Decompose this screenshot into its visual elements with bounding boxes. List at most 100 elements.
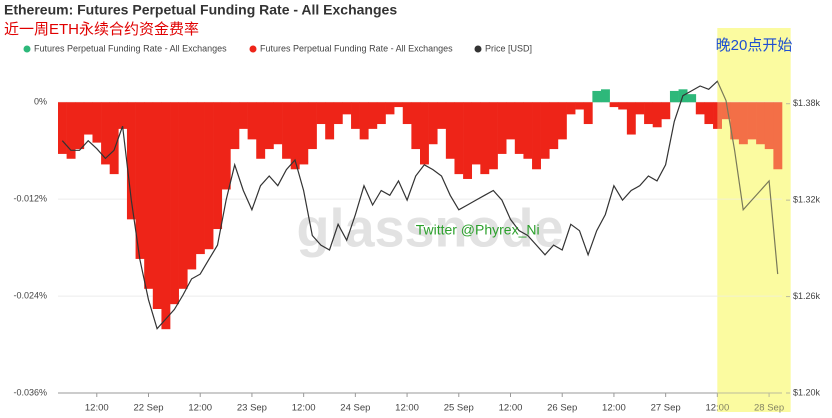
chart-title: Ethereum: Futures Perpetual Funding Rate… <box>4 2 397 18</box>
funding-bar <box>618 102 628 110</box>
y2-tick-label: $1.38k <box>793 98 821 108</box>
funding-bar <box>609 102 619 108</box>
legend-marker <box>249 45 257 53</box>
x-tick-label: 12:00 <box>705 403 729 414</box>
funding-bar <box>747 102 757 140</box>
highlight-band <box>717 28 791 412</box>
x-tick-label: 23 Sep <box>237 403 267 414</box>
funding-bar <box>333 102 343 125</box>
funding-bar <box>178 102 188 289</box>
y-tick-label: -0.012% <box>13 194 47 204</box>
funding-bar <box>411 102 421 150</box>
funding-bar <box>342 102 352 115</box>
x-tick-label: 12:00 <box>602 403 626 414</box>
price-line <box>61 80 779 330</box>
funding-bar <box>230 102 240 150</box>
funding-bar <box>204 102 214 250</box>
funding-bar <box>566 102 576 115</box>
funding-bar <box>687 94 697 103</box>
funding-bar <box>437 102 447 129</box>
funding-bar <box>58 102 67 154</box>
funding-bar <box>195 102 205 255</box>
x-tick-label: 12:00 <box>188 403 212 414</box>
funding-bar <box>256 102 266 159</box>
funding-bar <box>583 102 593 125</box>
funding-bar <box>601 89 610 103</box>
funding-bar <box>445 102 455 159</box>
funding-bar <box>756 102 766 145</box>
funding-bar <box>394 102 404 108</box>
legend-marker <box>474 45 482 53</box>
funding-bar <box>721 102 731 120</box>
legend-label: Futures Perpetual Funding Rate - All Exc… <box>260 43 453 53</box>
funding-bar <box>402 102 412 125</box>
funding-bar <box>480 102 490 175</box>
funding-bar <box>506 102 516 140</box>
funding-bar <box>644 102 654 125</box>
funding-bar <box>307 102 317 150</box>
funding-bar <box>187 102 197 270</box>
chart-subtitle: 近一周ETH永续合约资金费率 <box>4 21 199 38</box>
funding-bar <box>144 102 154 289</box>
funding-bar <box>109 102 119 175</box>
funding-bar <box>428 102 438 145</box>
y-tick-label: -0.024% <box>13 290 47 300</box>
legend-marker <box>23 45 31 53</box>
funding-bar <box>239 102 248 129</box>
annotation: Twitter @Phyrex_Ni <box>416 221 540 237</box>
funding-bar <box>454 102 464 175</box>
funding-bar <box>290 102 300 170</box>
funding-bar <box>420 102 429 165</box>
funding-bar <box>471 102 481 165</box>
funding-bar <box>325 102 335 140</box>
x-tick-label: 12:00 <box>499 403 523 414</box>
funding-bar <box>92 102 102 143</box>
funding-bar <box>514 102 524 154</box>
legend-label: Futures Perpetual Funding Rate - All Exc… <box>34 43 227 53</box>
funding-bar <box>368 102 378 129</box>
x-tick-label: 12:00 <box>85 403 109 414</box>
funding-bar <box>299 102 309 165</box>
funding-bar <box>575 102 585 110</box>
x-tick-label: 26 Sep <box>547 403 577 414</box>
funding-bar <box>83 102 93 135</box>
funding-bar <box>488 102 498 170</box>
x-tick-label: 22 Sep <box>133 403 163 414</box>
funding-bar <box>126 102 136 220</box>
x-tick-label: 27 Sep <box>651 403 681 414</box>
funding-bar <box>385 102 395 115</box>
funding-bar <box>282 102 292 159</box>
funding-bar <box>247 102 257 140</box>
funding-bar <box>273 102 283 145</box>
funding-bar <box>316 102 326 125</box>
funding-bar <box>764 102 774 150</box>
funding-bar <box>695 102 705 115</box>
funding-bar <box>592 90 602 103</box>
funding-bar <box>661 102 671 120</box>
funding-bar <box>170 102 179 305</box>
x-tick-label: 25 Sep <box>444 403 474 414</box>
funding-bar <box>359 102 369 140</box>
funding-bar <box>135 102 145 259</box>
funding-bar <box>463 102 473 179</box>
y-tick-label: -0.036% <box>13 387 47 397</box>
funding-bar <box>669 90 679 103</box>
funding-bar <box>523 102 533 159</box>
funding-bar <box>557 102 567 140</box>
funding-bar <box>652 102 662 128</box>
funding-bar <box>730 102 740 140</box>
funding-bar <box>66 102 76 159</box>
x-tick-label: 12:00 <box>395 403 419 414</box>
funding-bar <box>221 102 231 190</box>
funding-bar <box>376 102 386 125</box>
x-tick-label: 24 Sep <box>340 403 370 414</box>
x-tick-label: 28 Sep <box>754 403 784 414</box>
funding-bar <box>549 102 559 150</box>
y-tick-label: 0% <box>34 97 47 107</box>
highlight-tint <box>717 28 791 412</box>
funding-bar <box>713 102 722 129</box>
funding-bar <box>264 102 274 150</box>
funding-bar <box>704 102 714 125</box>
funding-bar <box>152 102 162 309</box>
